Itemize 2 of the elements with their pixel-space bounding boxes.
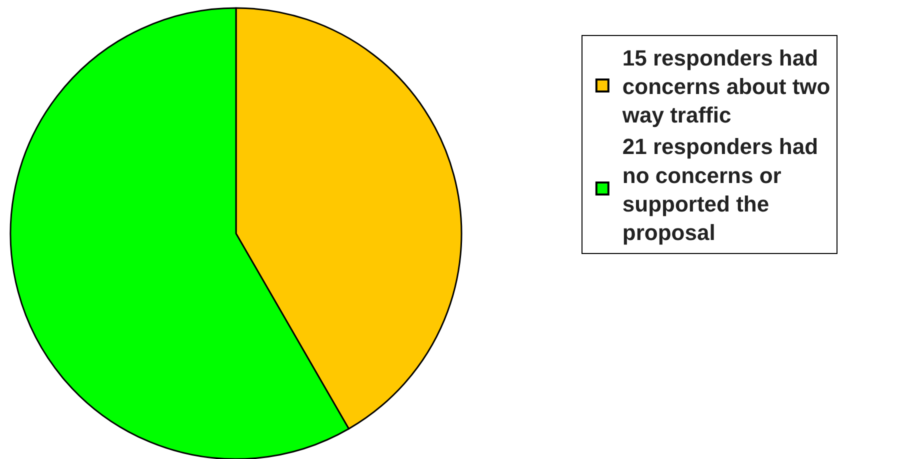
legend-label: 21 responders had no concerns or supported the proposal (622, 134, 818, 246)
legend-label: 15 responders had concerns about two way traffic (621, 45, 830, 128)
